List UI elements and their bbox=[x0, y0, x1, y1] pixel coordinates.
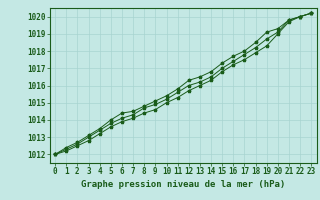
X-axis label: Graphe pression niveau de la mer (hPa): Graphe pression niveau de la mer (hPa) bbox=[81, 180, 285, 189]
